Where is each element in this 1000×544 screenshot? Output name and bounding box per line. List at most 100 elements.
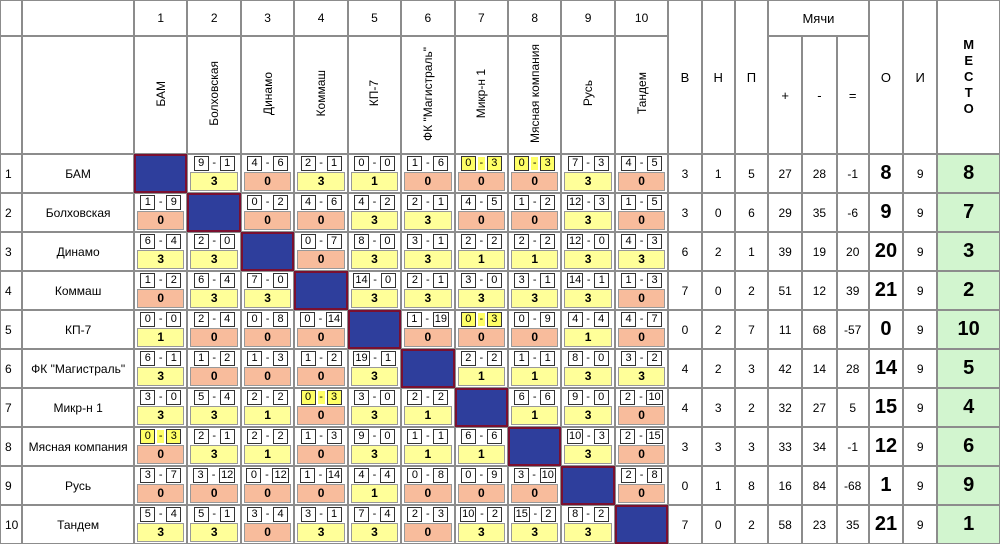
match-points: 1 bbox=[457, 445, 506, 464]
score-separator: - bbox=[425, 313, 430, 325]
score-home: 2 bbox=[620, 429, 636, 444]
score-separator: - bbox=[318, 469, 323, 481]
match-points: 3 bbox=[297, 172, 345, 191]
match-points: 0 bbox=[511, 172, 559, 191]
diagonal-cell bbox=[454, 388, 509, 427]
table-row: 10 Тандем 5-4 3 5-1 3 3-4 0 3-1 3 7-4 3 2-3 0 10-2 3 15-… bbox=[0, 505, 1000, 544]
match-points: 1 bbox=[404, 445, 452, 464]
score-away: 0 bbox=[166, 312, 182, 327]
match-score: 2-2 bbox=[458, 351, 505, 366]
match-score: 2-8 bbox=[618, 468, 665, 483]
match-points: 1 bbox=[404, 406, 452, 425]
score-separator: - bbox=[586, 157, 590, 169]
match-score: 1-6 bbox=[404, 156, 451, 171]
match-points: 0 bbox=[617, 289, 666, 308]
score-away: 4 bbox=[219, 390, 235, 405]
score-home: 0 bbox=[247, 195, 263, 210]
games-played: 9 bbox=[903, 349, 938, 388]
score-home: 4 bbox=[300, 195, 316, 210]
score-home: 2 bbox=[514, 234, 530, 249]
match-score: 2-10 bbox=[618, 390, 665, 405]
score-separator: - bbox=[532, 274, 537, 286]
match-score: 14-0 bbox=[351, 273, 398, 288]
goals-for: 33 bbox=[768, 427, 803, 466]
score-separator: - bbox=[158, 313, 163, 325]
score-away: 1 bbox=[433, 273, 449, 288]
score-separator: - bbox=[426, 157, 430, 169]
match-points: 3 bbox=[564, 250, 612, 269]
score-home: 3 bbox=[193, 468, 209, 483]
match-score: 1-2 bbox=[297, 351, 344, 366]
score-home: 3 bbox=[513, 468, 529, 483]
match-score: 0-0 bbox=[137, 312, 184, 327]
col-team-label: Микр-н 1 bbox=[474, 68, 489, 119]
points-total: 12 bbox=[868, 427, 904, 466]
score-home: 4 bbox=[353, 468, 369, 483]
losses: 2 bbox=[734, 271, 769, 310]
score-away: 4 bbox=[166, 234, 182, 249]
match-cell: 10-3 3 bbox=[561, 427, 615, 466]
standings-body: 1 БАМ 9-1 3 4-6 0 2-1 3 0-0 1 1-6 0 0-3 0 0-3 0 7-3 3 4-5 0… bbox=[0, 154, 1000, 544]
score-away: 1 bbox=[540, 351, 556, 366]
row-index: 1 bbox=[0, 154, 23, 193]
match-points: 3 bbox=[457, 289, 506, 308]
match-points: 0 bbox=[190, 367, 238, 386]
match-score: 1-2 bbox=[137, 273, 184, 288]
match-score: 0-9 bbox=[511, 312, 558, 327]
score-away: 2 bbox=[540, 234, 556, 249]
score-away: 12 bbox=[219, 468, 236, 483]
score-home: 2 bbox=[193, 429, 209, 444]
match-score: 4-4 bbox=[351, 468, 398, 483]
score-separator: - bbox=[477, 157, 485, 170]
match-points: 0 bbox=[617, 328, 666, 347]
match-points: 3 bbox=[350, 367, 399, 386]
score-away: 0 bbox=[273, 273, 289, 288]
goals-against: 27 bbox=[802, 388, 837, 427]
score-home: 1 bbox=[140, 273, 156, 288]
score-separator: - bbox=[532, 313, 537, 325]
match-points: 0 bbox=[137, 289, 185, 308]
team-name: Болховская bbox=[22, 193, 135, 232]
score-home: 2 bbox=[193, 312, 209, 327]
match-points: 0 bbox=[137, 445, 185, 464]
score-away: 0 bbox=[594, 234, 610, 249]
team-name: БАМ bbox=[22, 154, 135, 193]
match-points: 0 bbox=[617, 445, 666, 464]
goal-diff: 35 bbox=[836, 505, 869, 544]
score-separator: - bbox=[586, 430, 591, 442]
match-cell: 12-0 3 bbox=[561, 232, 615, 271]
score-home: 15 bbox=[513, 507, 530, 522]
score-away: 1 bbox=[433, 195, 449, 210]
goals-against: 12 bbox=[802, 271, 837, 310]
goals-against: 34 bbox=[802, 427, 837, 466]
points-total: 21 bbox=[868, 505, 904, 544]
score-away: 10 bbox=[646, 390, 663, 405]
match-points: 3 bbox=[350, 289, 399, 308]
score-separator: - bbox=[212, 391, 217, 403]
match-score: 3-1 bbox=[511, 273, 558, 288]
score-away: 2 bbox=[379, 195, 395, 210]
diagonal-cell bbox=[187, 193, 241, 232]
score-away: 8 bbox=[647, 468, 663, 483]
match-points: 3 bbox=[350, 406, 399, 425]
col-team-label: Болховская bbox=[207, 61, 222, 126]
col-team: КП-7 bbox=[347, 36, 402, 154]
col-team-label: КП-7 bbox=[367, 80, 382, 107]
score-away: 10 bbox=[539, 468, 556, 483]
wins: 0 bbox=[668, 310, 702, 349]
match-points: 0 bbox=[404, 523, 452, 542]
score-home: 1 bbox=[514, 195, 530, 210]
score-home: 3 bbox=[247, 507, 263, 522]
score-home: 2 bbox=[247, 390, 263, 405]
match-score: 2-2 bbox=[458, 234, 505, 249]
table-row: 6 ФК "Магистраль" 6-1 3 1-2 0 1-3 0 1-2 0 19-1 3 2-2… bbox=[0, 349, 1000, 388]
score-away: 3 bbox=[326, 429, 342, 444]
